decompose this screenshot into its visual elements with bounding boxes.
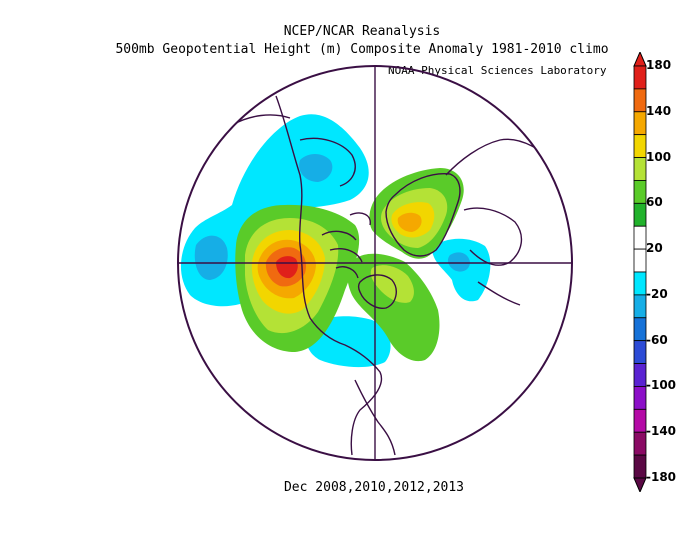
colorbar-swatch — [633, 271, 647, 296]
colorbar-tick-label: 60 — [646, 195, 663, 210]
colorbar-swatch — [633, 225, 647, 250]
colorbar-swatch — [633, 431, 647, 456]
colorbar-tick-label: 100 — [646, 149, 672, 164]
anomaly-field — [180, 114, 491, 368]
credit-label: NOAA Physical Sciences Laboratory — [388, 64, 607, 77]
colorbar-tick-label: -140 — [646, 424, 677, 439]
colorbar-swatch — [633, 340, 647, 364]
colorbar-swatch — [633, 88, 647, 113]
colorbar-scale — [633, 50, 647, 494]
colorbar-tick-label: 20 — [646, 241, 663, 256]
colorbar-tick-label: 180 — [646, 58, 672, 72]
colorbar-swatch — [633, 408, 647, 433]
colorbar-swatch — [633, 363, 647, 387]
footer-dates: Dec 2008,2010,2012,2013 — [283, 480, 464, 495]
colorbar-swatch — [633, 454, 647, 479]
coastline-central-america — [354, 379, 396, 456]
colorbar-tick-label: -20 — [646, 286, 668, 301]
colorbar-swatch — [633, 386, 647, 410]
coastline-canadian-archipelago — [321, 212, 371, 279]
title-line-1: NCEP/NCAR Reanalysis — [283, 24, 441, 39]
coastline-north-america — [275, 95, 383, 456]
negative-anomaly-pacific-core — [194, 235, 228, 280]
colorbar-max-arrow — [633, 50, 647, 67]
coastline-greenland — [385, 173, 461, 257]
colorbar-swatch — [633, 294, 647, 319]
map-border — [177, 65, 573, 461]
colorbar-swatch — [633, 65, 647, 90]
colorbar-tick-label: -100 — [646, 378, 677, 393]
colorbar-swatch — [633, 157, 647, 181]
colorbar: 180 140 100 60 20 -20 -60 -100 -140 -180 — [610, 50, 700, 494]
colorbar-swatch — [633, 134, 647, 158]
title-line-2: 500mb Geopotential Height (m) Composite … — [115, 42, 609, 57]
colorbar-swatch — [633, 317, 647, 342]
colorbar-swatch — [633, 111, 647, 136]
colorbar-min-arrow — [633, 477, 647, 494]
colorbar-swatch — [633, 180, 647, 204]
negative-anomaly-europe-core — [447, 252, 470, 272]
negative-anomaly-north-pacific-core — [299, 154, 333, 182]
colorbar-swatch — [633, 202, 647, 227]
coastline-hudson-bay — [357, 274, 397, 309]
colorbar-tick-label: -60 — [646, 332, 668, 347]
positive-anomaly-alaska — [235, 204, 360, 352]
colorbar-tick-label: 140 — [646, 103, 672, 118]
colorbar-swatch — [633, 248, 647, 273]
colorbar-tick-label: -180 — [646, 470, 677, 484]
